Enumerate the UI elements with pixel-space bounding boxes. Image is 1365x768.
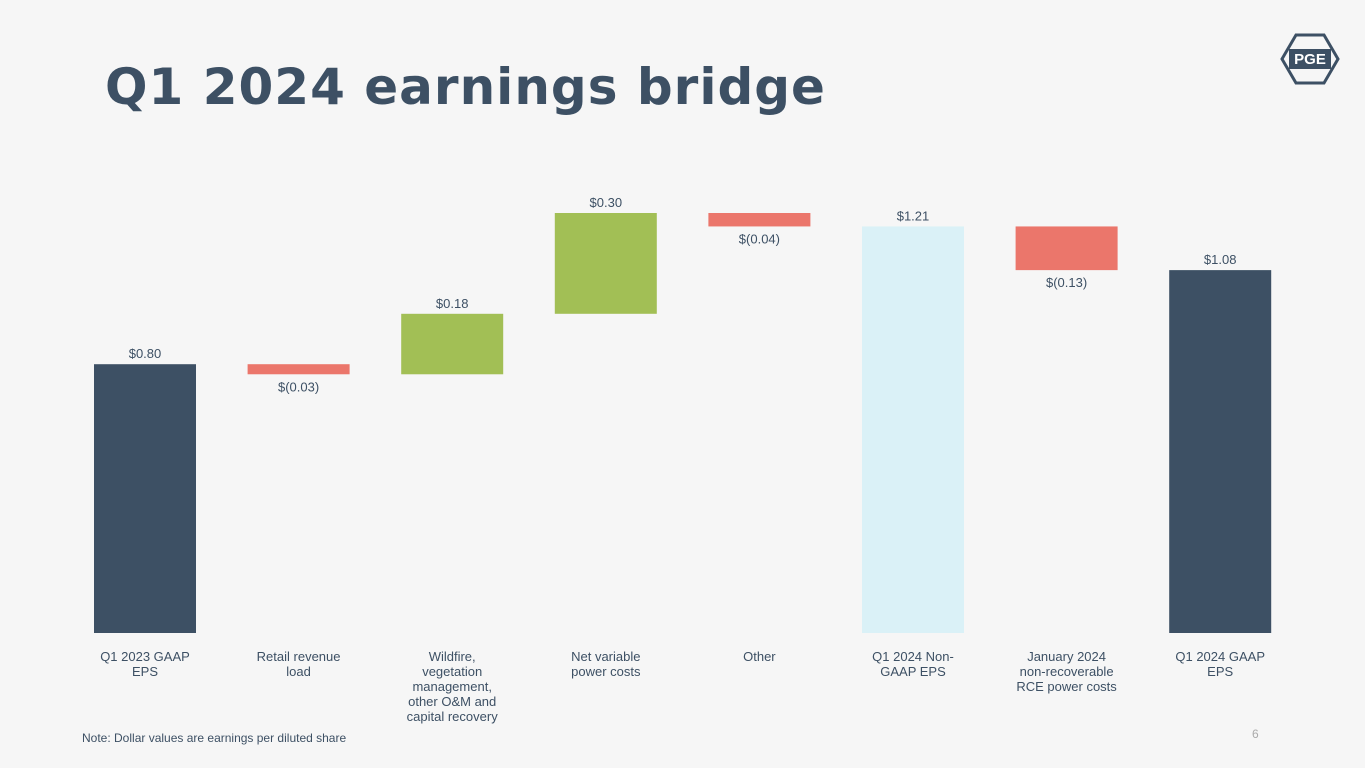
category-label: Q1 2024 Non-GAAP EPS [872,649,954,679]
value-label: $(0.13) [1046,275,1087,290]
value-label: $(0.04) [739,231,780,246]
note: Note: Dollar values are earnings per dil… [82,731,347,745]
logo-hexagon [1280,33,1340,85]
category-label: Other [743,649,776,664]
category-label: January 2024 non-recoverable RCE power c… [1016,649,1117,694]
value-label: $0.80 [129,346,162,361]
category-label: Net variable power costs [571,649,641,679]
bar [94,364,196,633]
value-label: $1.08 [1204,252,1237,267]
category-label: Q1 2023 GAAP EPS [100,649,190,679]
value-label: $(0.03) [278,379,319,394]
page-number: 6 [1252,727,1259,741]
bar [401,313,504,375]
logo-band [1289,49,1331,69]
value-label: $0.18 [436,296,469,311]
category-label: Q1 2024 GAAP EPS [1175,649,1265,679]
value-label: $0.30 [590,195,623,210]
category-label: Wildfire, vegetation management, other O… [406,649,498,724]
chart-title: Q1 2024 earnings bridge [105,58,826,116]
bar [1015,226,1118,271]
value-label: $1.21 [897,208,930,223]
bar [247,364,350,375]
bar [708,213,811,227]
bar [1169,270,1272,633]
category-label: Retail revenue load [256,649,341,679]
logo: PGE [1280,33,1340,85]
bar [862,226,964,633]
logo-text: PGE [1294,51,1326,68]
bar [554,213,657,314]
